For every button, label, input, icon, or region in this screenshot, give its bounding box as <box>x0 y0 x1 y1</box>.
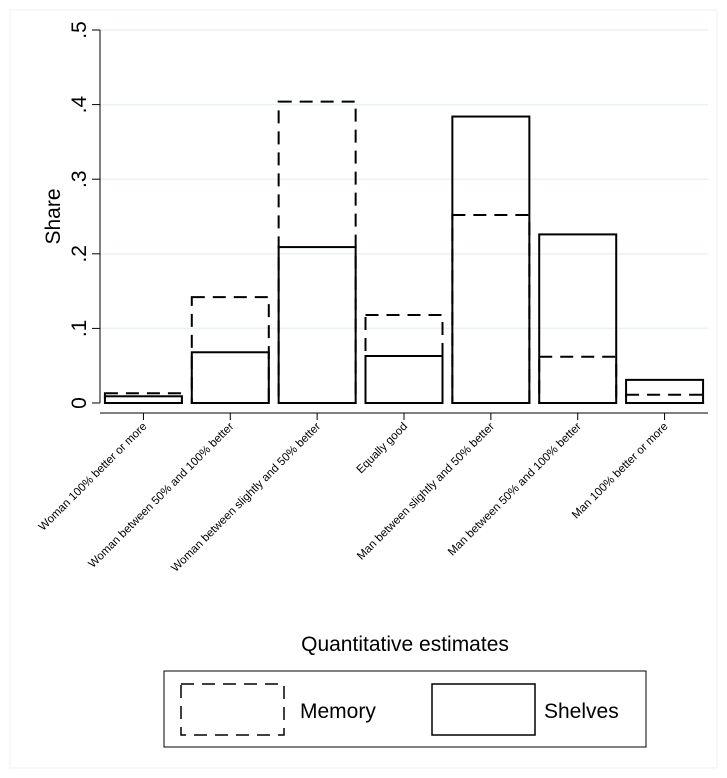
y-tick-label-1: .1 <box>68 320 91 338</box>
y-tick-label-3: .3 <box>68 170 91 188</box>
y-tick-label-2: .2 <box>68 245 91 263</box>
y-axis-title: Share <box>42 188 65 244</box>
y-axis-ticks: 0 .1 .2 .3 .4 .5 <box>68 21 100 409</box>
x-axis-title: Quantitative estimates <box>301 633 509 656</box>
gridlines <box>100 29 708 330</box>
legend: Memory Shelves <box>163 670 647 748</box>
bar-shelves-2 <box>277 246 357 404</box>
bars <box>103 100 705 405</box>
y-tick-label-4: .4 <box>68 96 91 114</box>
bar-shelves-1 <box>190 351 270 405</box>
bar-shelves-0 <box>103 395 183 405</box>
legend-label-memory: Memory <box>300 700 376 723</box>
legend-key-shelves <box>431 683 536 736</box>
legend-label-shelves: Shelves <box>544 700 619 723</box>
y-tick-label-5: .5 <box>68 21 91 39</box>
bar-shelves-6 <box>625 378 705 404</box>
bar-shelves-3 <box>364 355 444 405</box>
bar-shelves-4 <box>451 115 531 404</box>
bar-shelves-5 <box>538 233 618 404</box>
chart-frame <box>9 9 718 769</box>
y-tick-label-0: 0 <box>68 397 91 409</box>
legend-key-memory <box>180 683 285 736</box>
